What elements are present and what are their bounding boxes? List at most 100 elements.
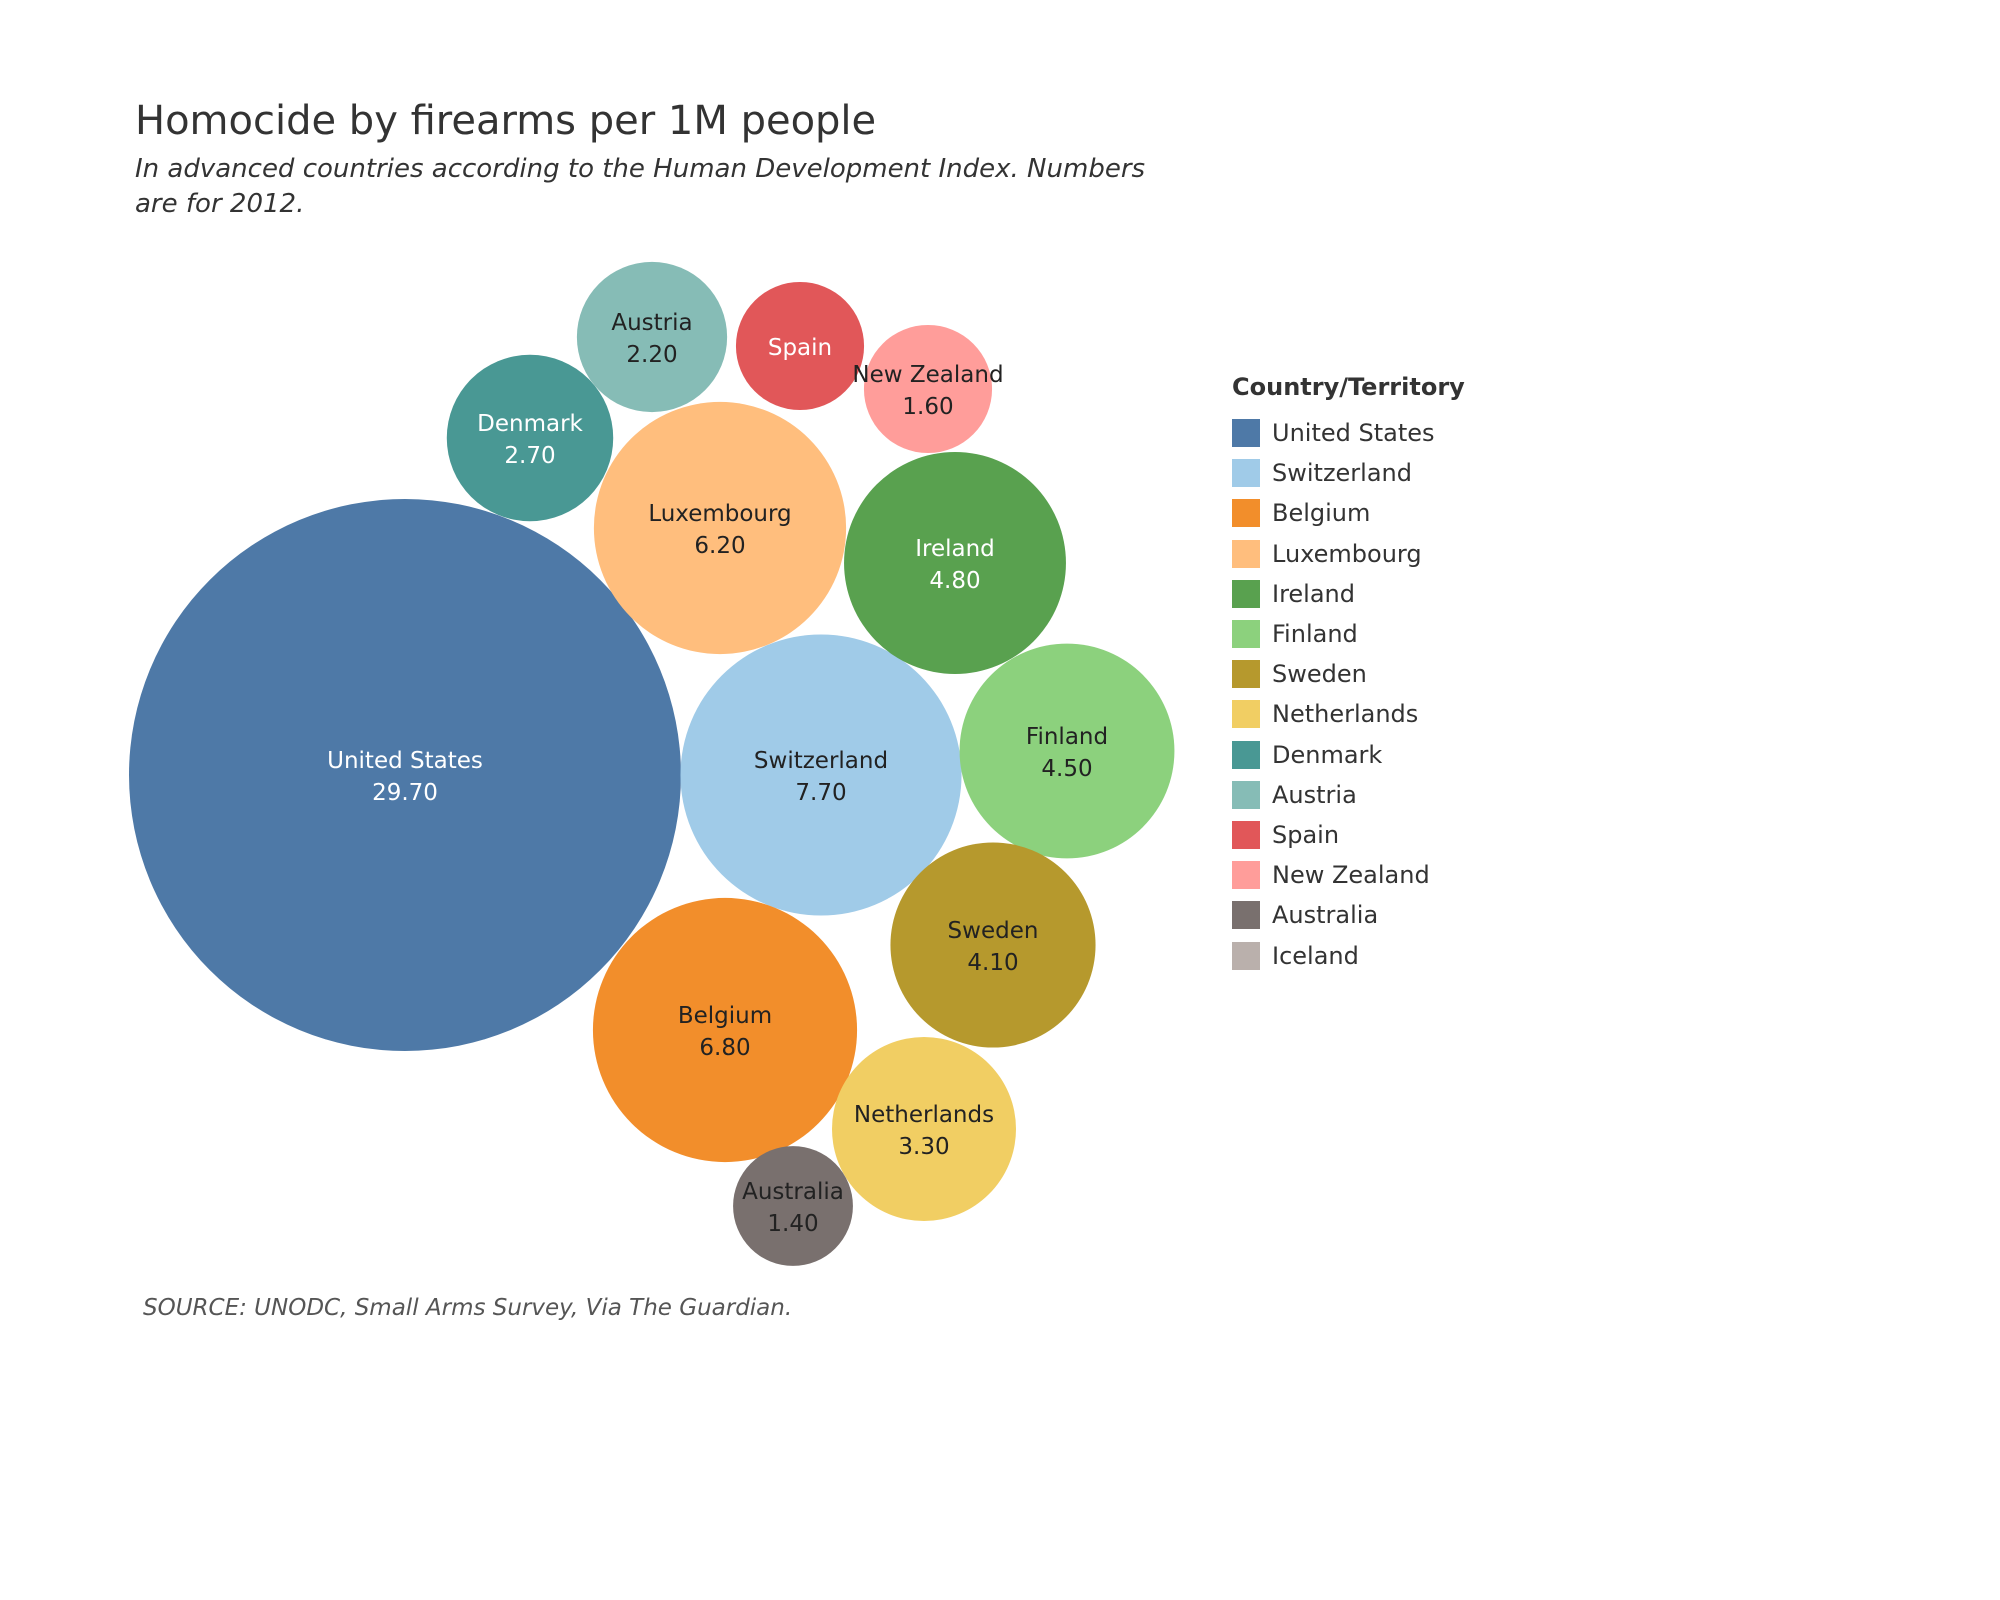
bubble-name-label: Sweden (948, 918, 1039, 944)
bubble-name-label: New Zealand (852, 362, 1003, 388)
legend-label: Netherlands (1272, 700, 1419, 729)
bubble-value-label: 1.40 (767, 1211, 818, 1237)
bubble-name-label: Denmark (477, 411, 583, 437)
legend-swatch (1232, 419, 1260, 448)
legend-swatch (1232, 620, 1260, 649)
source-note: SOURCE: UNODC, Small Arms Survey, Via Th… (143, 1295, 793, 1321)
legend-item[interactable]: Denmark (1232, 735, 1465, 775)
legend-items: United States Switzerland Belgium Luxembour… (1232, 413, 1465, 976)
bubble-name-label: Austria (611, 310, 692, 336)
bubble-name-label: Australia (742, 1179, 844, 1205)
bubble-value-label: 4.10 (967, 950, 1018, 976)
bubble-finland[interactable]: Finland 4.50 (959, 643, 1175, 859)
legend-item[interactable]: Belgium (1232, 493, 1465, 533)
legend-label: Spain (1272, 820, 1340, 849)
bubble-name-label: Switzerland (754, 748, 888, 774)
bubble-circle[interactable] (576, 261, 728, 413)
legend-title: Country/Territory (1232, 373, 1465, 401)
bubble-circle[interactable] (844, 452, 1066, 674)
legend-label: Finland (1272, 620, 1358, 649)
legend-item[interactable]: Sweden (1232, 654, 1465, 694)
legend-item[interactable]: Austria (1232, 775, 1465, 815)
bubble-name-label: Belgium (678, 1003, 772, 1029)
bubble-value-label: 2.20 (626, 342, 677, 368)
chart-subtitle: In advanced countries according to the H… (135, 154, 1146, 219)
bubble-value-label: 6.20 (694, 533, 745, 559)
bubble-name-label: United States (327, 748, 483, 774)
legend-label: Denmark (1272, 740, 1383, 769)
legend-label: United States (1272, 419, 1435, 448)
bubble-circle[interactable] (592, 897, 858, 1163)
bubble-value-label: 29.70 (372, 780, 438, 806)
bubble-circle[interactable] (890, 842, 1096, 1048)
bubble-name-label: Netherlands (854, 1102, 994, 1128)
bubble-united-states[interactable]: United States 29.70 (129, 499, 681, 1051)
legend-label: Belgium (1272, 499, 1371, 528)
legend-swatch (1232, 861, 1260, 890)
legend-swatch (1232, 740, 1260, 769)
bubble-value-label: 1.60 (902, 394, 953, 420)
legend-item[interactable]: United States (1232, 413, 1465, 453)
bubble-new-zealand[interactable]: New Zealand 1.60 (852, 324, 1004, 454)
legend-swatch (1232, 660, 1260, 689)
legend-swatch (1232, 700, 1260, 729)
bubble-circle[interactable] (832, 1037, 1016, 1221)
bubble-value-label: 4.50 (1041, 756, 1092, 782)
bubble-circle[interactable] (959, 643, 1175, 859)
legend-item[interactable]: Spain (1232, 815, 1465, 855)
bubble-spain[interactable]: Spain (735, 281, 865, 411)
legend-swatch (1232, 539, 1260, 568)
bubble-belgium[interactable]: Belgium 6.80 (592, 897, 858, 1163)
bubble-circle[interactable] (863, 324, 993, 454)
legend-item[interactable]: Australia (1232, 895, 1465, 935)
bubble-circle[interactable] (735, 281, 865, 411)
bubble-name-label: Spain (768, 335, 832, 361)
legend-item[interactable]: Iceland (1232, 935, 1465, 975)
bubble-circle[interactable] (129, 499, 681, 1051)
legend-label: Austria (1272, 780, 1357, 809)
bubble-value-label: 4.80 (929, 568, 980, 594)
legend-item[interactable]: Netherlands (1232, 694, 1465, 734)
legend-label: Sweden (1272, 660, 1367, 689)
legend-label: Iceland (1272, 941, 1359, 970)
legend-label: Australia (1272, 901, 1379, 930)
bubble-circle[interactable] (446, 354, 614, 522)
bubble-name-label: Luxembourg (648, 501, 791, 527)
legend-label: Luxembourg (1272, 539, 1422, 568)
legend-swatch (1232, 941, 1260, 970)
legend-swatch (1232, 499, 1260, 528)
bubble-australia[interactable]: Australia 1.40 (733, 1146, 853, 1266)
bubble-circle[interactable] (680, 634, 962, 916)
bubble-name-label: Ireland (915, 536, 995, 562)
bubble-name-label: Finland (1026, 724, 1108, 750)
legend-item[interactable]: New Zealand (1232, 855, 1465, 895)
legend-swatch (1232, 901, 1260, 930)
bubble-value-label: 6.80 (699, 1035, 750, 1061)
legend-item[interactable]: Ireland (1232, 574, 1465, 614)
legend-item[interactable]: Finland (1232, 614, 1465, 654)
bubble-netherlands[interactable]: Netherlands 3.30 (832, 1037, 1016, 1221)
legend-label: New Zealand (1272, 861, 1430, 890)
chart-title: Homocide by firearms per 1M people (135, 98, 877, 144)
bubble-circle[interactable] (593, 401, 847, 655)
bubble-denmark[interactable]: Denmark 2.70 (446, 354, 614, 522)
bubble-luxembourg[interactable]: Luxembourg 6.20 (593, 401, 847, 655)
legend-swatch (1232, 579, 1260, 608)
bubble-sweden[interactable]: Sweden 4.10 (890, 842, 1096, 1048)
legend-swatch (1232, 820, 1260, 849)
legend-swatch (1232, 459, 1260, 488)
bubble-circle[interactable] (733, 1146, 853, 1266)
bubble-value-label: 2.70 (504, 443, 555, 469)
legend-item[interactable]: Luxembourg (1232, 534, 1465, 574)
legend: Country/Territory United States Switzerla… (1232, 373, 1465, 976)
legend-label: Ireland (1272, 579, 1356, 608)
bubble-switzerland[interactable]: Switzerland 7.70 (680, 634, 962, 916)
legend-swatch (1232, 780, 1260, 809)
legend-item[interactable]: Switzerland (1232, 453, 1465, 493)
bubble-ireland[interactable]: Ireland 4.80 (844, 452, 1066, 674)
bubble-value-label: 7.70 (795, 780, 846, 806)
bubble-value-label: 3.30 (898, 1134, 949, 1160)
bubble-austria[interactable]: Austria 2.20 (576, 261, 728, 413)
legend-label: Switzerland (1272, 459, 1412, 488)
